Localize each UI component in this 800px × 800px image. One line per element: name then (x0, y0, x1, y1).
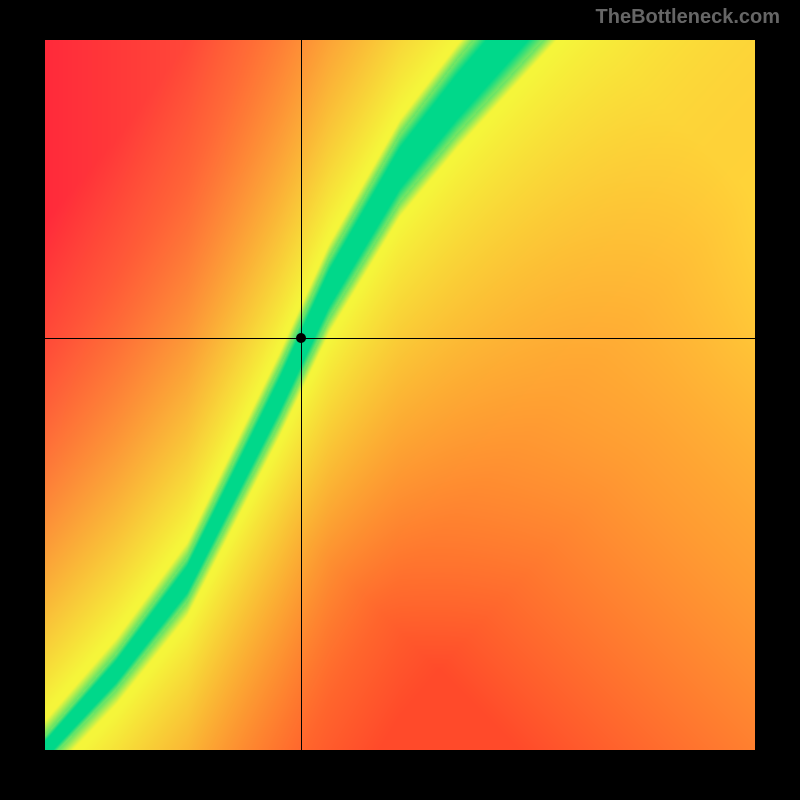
watermark-text: TheBottleneck.com (596, 6, 780, 29)
heatmap-canvas (45, 40, 755, 750)
marker-dot (296, 333, 306, 343)
heatmap-chart (45, 40, 755, 750)
crosshair-vertical (301, 40, 302, 750)
crosshair-horizontal (45, 338, 755, 339)
